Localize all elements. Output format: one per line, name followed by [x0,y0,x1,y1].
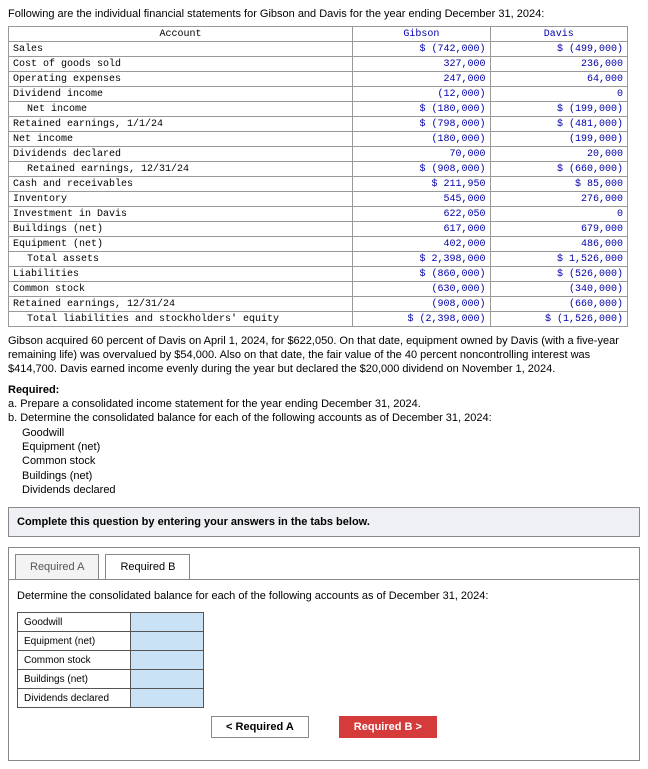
row-gibson-value: (12,000) [353,87,490,102]
required-heading: Required: [8,384,640,396]
row-gibson-value: 545,000 [353,192,490,207]
requirement-b: b. Determine the consolidated balance fo… [8,412,640,426]
tab-required-a[interactable]: Required A [15,554,99,579]
row-davis-value: (199,000) [490,132,627,147]
accounts-list: GoodwillEquipment (net)Common stockBuild… [22,426,640,497]
row-label: Sales [9,42,353,57]
row-label: Equipment (net) [9,237,353,252]
row-label: Dividends declared [9,147,353,162]
row-gibson-value: $ (908,000) [353,162,490,177]
row-davis-value: (340,000) [490,282,627,297]
row-davis-value: $ (199,000) [490,102,627,117]
row-gibson-value: (180,000) [353,132,490,147]
row-davis-value: 0 [490,87,627,102]
row-gibson-value: 622,050 [353,207,490,222]
tab-strip: Required A Required B [9,548,639,579]
row-gibson-value: 327,000 [353,57,490,72]
row-davis-value: $ (660,000) [490,162,627,177]
row-gibson-value: $ (2,398,000) [353,312,490,327]
tabs-container: Required A Required B Determine the cons… [8,547,640,761]
row-gibson-value: (908,000) [353,297,490,312]
acquisition-paragraph: Gibson acquired 60 percent of Davis on A… [8,335,640,376]
tab-b-prompt: Determine the consolidated balance for e… [17,590,631,602]
row-davis-value: 679,000 [490,222,627,237]
answer-row-label: Goodwill [18,613,131,632]
answer-input-cell[interactable] [131,651,204,670]
answer-row-label: Equipment (net) [18,632,131,651]
account-list-item: Buildings (net) [22,469,640,483]
row-label: Investment in Davis [9,207,353,222]
row-label: Cost of goods sold [9,57,353,72]
row-label: Common stock [9,282,353,297]
row-davis-value: $ 85,000 [490,177,627,192]
row-davis-value: $ (499,000) [490,42,627,57]
financial-statements-table: Account Gibson Davis Sales$ (742,000)$ (… [8,26,628,327]
answer-input-cell[interactable] [131,670,204,689]
account-list-item: Common stock [22,454,640,468]
account-list-item: Dividends declared [22,483,640,497]
row-label: Dividend income [9,87,353,102]
answer-row-label: Common stock [18,651,131,670]
row-label: Net income [9,132,353,147]
requirement-a: a. Prepare a consolidated income stateme… [8,398,640,412]
row-gibson-value: $ 2,398,000 [353,252,490,267]
row-label: Buildings (net) [9,222,353,237]
row-gibson-value: $ 211,950 [353,177,490,192]
prev-required-a-button[interactable]: < Required A [211,716,309,738]
row-davis-value: 486,000 [490,237,627,252]
row-label: Retained earnings, 1/1/24 [9,117,353,132]
row-davis-value: $ (1,526,000) [490,312,627,327]
row-label: Total liabilities and stockholders' equi… [9,312,353,327]
row-davis-value: 236,000 [490,57,627,72]
row-label: Retained earnings, 12/31/24 [9,297,353,312]
account-list-item: Equipment (net) [22,440,640,454]
row-label: Total assets [9,252,353,267]
next-required-b-button[interactable]: Required B > [339,716,437,738]
row-gibson-value: 617,000 [353,222,490,237]
answer-input-cell[interactable] [131,689,204,708]
instruction-box: Complete this question by entering your … [8,507,640,537]
row-davis-value: $ 1,526,000 [490,252,627,267]
tab-required-b[interactable]: Required B [105,554,190,579]
row-gibson-value: $ (180,000) [353,102,490,117]
row-gibson-value: 247,000 [353,72,490,87]
row-label: Net income [9,102,353,117]
row-davis-value: (660,000) [490,297,627,312]
row-gibson-value: $ (860,000) [353,267,490,282]
row-label: Inventory [9,192,353,207]
row-gibson-value: (630,000) [353,282,490,297]
header-gibson: Gibson [353,27,490,42]
account-list-item: Goodwill [22,426,640,440]
answer-input-cell[interactable] [131,632,204,651]
answer-row-label: Buildings (net) [18,670,131,689]
row-davis-value: $ (526,000) [490,267,627,282]
header-account: Account [9,27,353,42]
answer-input-cell[interactable] [131,613,204,632]
header-davis: Davis [490,27,627,42]
row-davis-value: 0 [490,207,627,222]
answer-row-label: Dividends declared [18,689,131,708]
row-gibson-value: $ (798,000) [353,117,490,132]
row-gibson-value: 402,000 [353,237,490,252]
row-gibson-value: 70,000 [353,147,490,162]
row-davis-value: 64,000 [490,72,627,87]
row-label: Liabilities [9,267,353,282]
tab-body: Determine the consolidated balance for e… [9,579,639,760]
row-label: Operating expenses [9,72,353,87]
intro-text: Following are the individual financial s… [8,8,640,20]
answer-table: GoodwillEquipment (net)Common stockBuild… [17,612,204,708]
row-davis-value: $ (481,000) [490,117,627,132]
row-gibson-value: $ (742,000) [353,42,490,57]
row-label: Cash and receivables [9,177,353,192]
row-davis-value: 20,000 [490,147,627,162]
row-label: Retained earnings, 12/31/24 [9,162,353,177]
nav-row: < Required A Required B > [17,708,631,742]
row-davis-value: 276,000 [490,192,627,207]
